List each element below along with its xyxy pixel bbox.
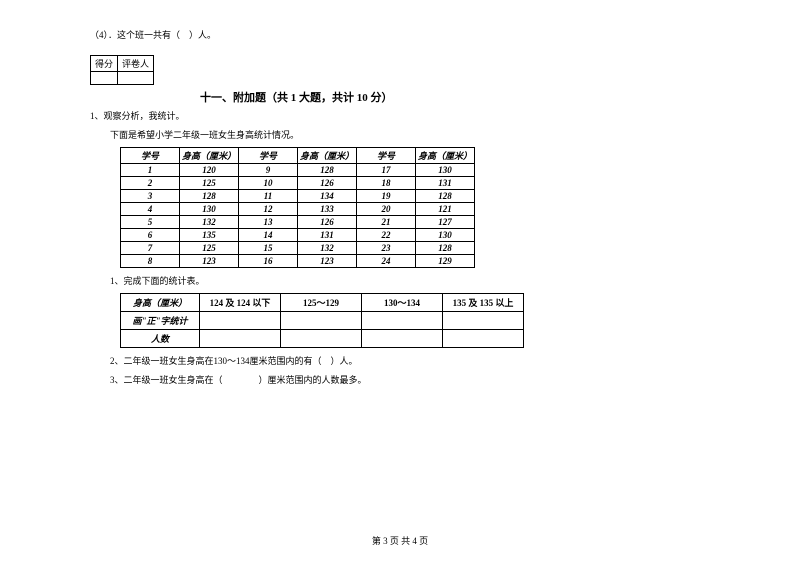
cell: 21 bbox=[357, 216, 416, 229]
score-label: 得分 bbox=[91, 56, 118, 72]
cell: 19 bbox=[357, 190, 416, 203]
empty-cell bbox=[443, 312, 524, 330]
problem-intro-desc: 下面是希望小学二年级一班女生身高统计情况。 bbox=[110, 128, 710, 141]
cell: 2 bbox=[121, 177, 180, 190]
cell: 7 bbox=[121, 242, 180, 255]
cell: 128 bbox=[180, 190, 239, 203]
cell: 14 bbox=[239, 229, 298, 242]
cell: 128 bbox=[416, 190, 475, 203]
cell: 131 bbox=[416, 177, 475, 190]
cell: 130 bbox=[416, 164, 475, 177]
table-row: 61351413122130 bbox=[121, 229, 475, 242]
cell: 130 bbox=[180, 203, 239, 216]
cell: 1 bbox=[121, 164, 180, 177]
problem-intro-num: 1、观察分析，我统计。 bbox=[90, 109, 710, 122]
cell: 9 bbox=[239, 164, 298, 177]
cell: 133 bbox=[298, 203, 357, 216]
table-row: 71251513223128 bbox=[121, 242, 475, 255]
cell: 128 bbox=[416, 242, 475, 255]
table-row: 画"正"字统计 bbox=[121, 312, 524, 330]
empty-cell bbox=[362, 330, 443, 348]
table-row: 51321312621127 bbox=[121, 216, 475, 229]
col-header: 学号 bbox=[357, 148, 416, 164]
range-col: 125～129 bbox=[281, 294, 362, 312]
grader-label: 评卷人 bbox=[118, 56, 154, 72]
question-4: （4）．这个班一共有（ ）人。 bbox=[90, 28, 710, 41]
empty-cell bbox=[443, 330, 524, 348]
cell: 134 bbox=[298, 190, 357, 203]
cell: 125 bbox=[180, 242, 239, 255]
empty-cell bbox=[281, 330, 362, 348]
cell: 135 bbox=[180, 229, 239, 242]
cell: 15 bbox=[239, 242, 298, 255]
range-col: 135 及 135 以上 bbox=[443, 294, 524, 312]
col-header: 学号 bbox=[239, 148, 298, 164]
cell: 10 bbox=[239, 177, 298, 190]
cell: 17 bbox=[357, 164, 416, 177]
empty-cell bbox=[281, 312, 362, 330]
cell: 13 bbox=[239, 216, 298, 229]
table-row: 31281113419128 bbox=[121, 190, 475, 203]
cell: 3 bbox=[121, 190, 180, 203]
score-box: 得分 评卷人 bbox=[90, 55, 154, 85]
cell: 23 bbox=[357, 242, 416, 255]
cell: 121 bbox=[416, 203, 475, 216]
cell: 120 bbox=[180, 164, 239, 177]
cell: 128 bbox=[298, 164, 357, 177]
range-header: 身高（厘米） bbox=[121, 294, 200, 312]
cell: 125 bbox=[180, 177, 239, 190]
sub-question-3: 3、二年级一班女生身高在（ ）厘米范围内的人数最多。 bbox=[110, 373, 710, 386]
cell: 8 bbox=[121, 255, 180, 268]
cell: 18 bbox=[357, 177, 416, 190]
empty-cell bbox=[362, 312, 443, 330]
table-row: 21251012618131 bbox=[121, 177, 475, 190]
range-col: 124 及 124 以下 bbox=[200, 294, 281, 312]
table-row: 身高（厘米） 124 及 124 以下 125～129 130～134 135 … bbox=[121, 294, 524, 312]
cell: 4 bbox=[121, 203, 180, 216]
cell: 126 bbox=[298, 216, 357, 229]
tally-row-label: 画"正"字统计 bbox=[121, 312, 200, 330]
cell: 5 bbox=[121, 216, 180, 229]
cell: 16 bbox=[239, 255, 298, 268]
col-header: 身高（厘米） bbox=[298, 148, 357, 164]
col-header: 身高（厘米） bbox=[180, 148, 239, 164]
cell: 6 bbox=[121, 229, 180, 242]
cell: 22 bbox=[357, 229, 416, 242]
range-table: 身高（厘米） 124 及 124 以下 125～129 130～134 135 … bbox=[120, 293, 524, 348]
cell: 130 bbox=[416, 229, 475, 242]
cell: 132 bbox=[298, 242, 357, 255]
cell: 132 bbox=[180, 216, 239, 229]
sub-question-2: 2、二年级一班女生身高在130～134厘米范围内的有（ ）人。 bbox=[110, 354, 710, 367]
cell: 123 bbox=[180, 255, 239, 268]
page-footer: 第 3 页 共 4 页 bbox=[0, 534, 800, 547]
cell: 12 bbox=[239, 203, 298, 216]
cell: 11 bbox=[239, 190, 298, 203]
table-row: 1120912817130 bbox=[121, 164, 475, 177]
col-header: 身高（厘米） bbox=[416, 148, 475, 164]
count-row-label: 人数 bbox=[121, 330, 200, 348]
table-header-row: 学号 身高（厘米） 学号 身高（厘米） 学号 身高（厘米） bbox=[121, 148, 475, 164]
section-title: 十一、附加题（共 1 大题，共计 10 分） bbox=[200, 89, 710, 105]
cell: 127 bbox=[416, 216, 475, 229]
cell: 131 bbox=[298, 229, 357, 242]
height-data-table: 学号 身高（厘米） 学号 身高（厘米） 学号 身高（厘米） 1120912817… bbox=[120, 147, 475, 268]
empty-cell bbox=[200, 330, 281, 348]
table-row: 81231612324129 bbox=[121, 255, 475, 268]
col-header: 学号 bbox=[121, 148, 180, 164]
range-col: 130～134 bbox=[362, 294, 443, 312]
cell: 123 bbox=[298, 255, 357, 268]
empty-cell bbox=[200, 312, 281, 330]
sub-question-1: 1、完成下面的统计表。 bbox=[110, 274, 710, 287]
cell: 24 bbox=[357, 255, 416, 268]
cell: 20 bbox=[357, 203, 416, 216]
cell: 129 bbox=[416, 255, 475, 268]
table-row: 人数 bbox=[121, 330, 524, 348]
cell: 126 bbox=[298, 177, 357, 190]
table-row: 41301213320121 bbox=[121, 203, 475, 216]
